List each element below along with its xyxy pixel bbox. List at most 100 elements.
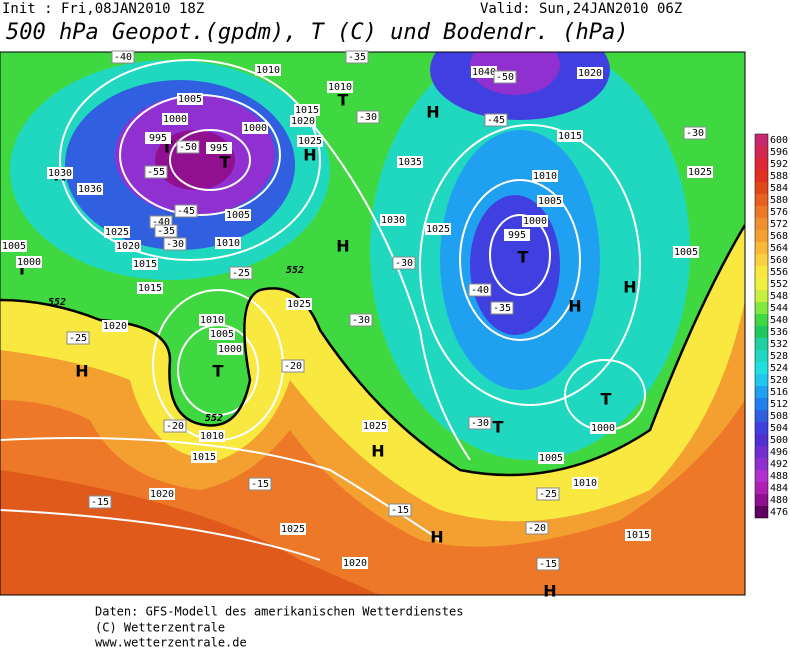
label-box (425, 223, 451, 235)
colorbar-swatch (755, 194, 768, 206)
footer-line: (C) Wetterzentrale (95, 621, 225, 635)
isobar-label: 1025 (363, 421, 387, 432)
isobar-label: 1015 (626, 530, 650, 541)
colorbar-label: 536 (770, 327, 788, 338)
colorbar-swatch (755, 158, 768, 170)
temperature-label: -20 (528, 523, 546, 534)
footer-line: www.wetterzentrale.de (95, 636, 247, 649)
colorbar-swatch (755, 386, 768, 398)
colorbar-label: 508 (770, 411, 788, 422)
colorbar-label: 596 (770, 147, 788, 158)
isobar-label: 1010 (256, 65, 280, 76)
label-box (286, 298, 312, 310)
colorbar-label: 492 (770, 459, 788, 470)
pressure-center: H (568, 297, 581, 316)
height-label: 552 (286, 265, 304, 276)
label-box (248, 477, 272, 491)
isobar-label: 1005 (226, 210, 250, 221)
temperature-label: -50 (496, 72, 514, 83)
label-box (297, 135, 323, 147)
temperature-label: -35 (157, 226, 175, 237)
isobar-label: 1015 (133, 259, 157, 270)
temperature-label: -45 (177, 206, 195, 217)
isobar-label: 1005 (538, 196, 562, 207)
temperature-label: -30 (166, 239, 184, 250)
label-box (132, 258, 158, 270)
pressure-center: H (426, 103, 439, 122)
label-box (102, 320, 128, 332)
temperature-label: -25 (69, 333, 87, 344)
colorbar-swatch (755, 170, 768, 182)
label-box (294, 104, 320, 116)
colorbar-swatch (755, 302, 768, 314)
temperature-label: -55 (147, 167, 165, 178)
temperature-label: -30 (352, 315, 370, 326)
colorbar-label: 580 (770, 195, 788, 206)
colorbar-label: 588 (770, 171, 788, 182)
temperature-label: -50 (179, 142, 197, 153)
label-box (538, 452, 564, 464)
label-box (111, 50, 135, 64)
isobar-label: 1025 (298, 136, 322, 147)
isobar-label: 1010 (216, 238, 240, 249)
label-box (162, 113, 188, 125)
colorbar-swatch (755, 182, 768, 194)
label-box (154, 224, 178, 238)
temperature-label: -15 (391, 505, 409, 516)
pressure-center: T (518, 248, 529, 267)
label-box (392, 256, 416, 270)
isobar-label: 1025 (105, 227, 129, 238)
colorbar-swatch (755, 242, 768, 254)
map-labels: HTHHHHHTTTTTHTHHTH1010100510009959951000… (1, 50, 713, 601)
colorbar-label: 600 (770, 135, 788, 146)
temperature-label: -40 (114, 52, 132, 63)
temperature-label: -30 (395, 258, 413, 269)
label-box (145, 132, 171, 144)
colorbar-swatch (755, 422, 768, 434)
label-box (206, 142, 232, 154)
colorbar-label: 516 (770, 387, 788, 398)
label-box (163, 419, 187, 433)
pressure-center: T (220, 153, 231, 172)
pressure-center: T (213, 362, 224, 381)
isobar-label: 1020 (103, 321, 127, 332)
label-box (229, 266, 253, 280)
colorbar-swatch (755, 350, 768, 362)
isobar-label: 1020 (291, 116, 315, 127)
colorbar-swatch (755, 230, 768, 242)
label-box (388, 503, 412, 517)
label-box (397, 156, 423, 168)
isobar-label: 1025 (426, 224, 450, 235)
isobar-label: 1000 (243, 123, 267, 134)
label-box (536, 487, 560, 501)
colorbar-swatch (755, 338, 768, 350)
label-box (490, 301, 514, 315)
pressure-center: T (338, 91, 349, 110)
label-box (673, 246, 699, 258)
colorbar-swatch (755, 206, 768, 218)
label-box (163, 237, 187, 251)
temperature-label: -25 (539, 489, 557, 500)
label-box (687, 166, 713, 178)
colorbar-label: 484 (770, 483, 788, 494)
isobar-label: 1020 (578, 68, 602, 79)
label-box (532, 170, 558, 182)
colorbar-swatch (755, 374, 768, 386)
isobar-label: 1010 (573, 478, 597, 489)
isobar-label: 1005 (178, 94, 202, 105)
colorbar-label: 576 (770, 207, 788, 218)
colorbar-label: 560 (770, 255, 788, 266)
pressure-center: H (303, 146, 316, 165)
temperature-label: -45 (487, 115, 505, 126)
label-box (281, 359, 305, 373)
colorbar-swatch (755, 398, 768, 410)
colorbar-swatch (755, 314, 768, 326)
colorbar-label: 524 (770, 363, 788, 374)
pressure-center: T (17, 260, 28, 279)
colorbar-label: 496 (770, 447, 788, 458)
label-box (191, 451, 217, 463)
title: 500 hPa Geopot.(gpdm), T (C) und Bodendr… (6, 20, 629, 45)
label-box (144, 165, 168, 179)
label-box (380, 214, 406, 226)
colorbar-swatch (755, 218, 768, 230)
